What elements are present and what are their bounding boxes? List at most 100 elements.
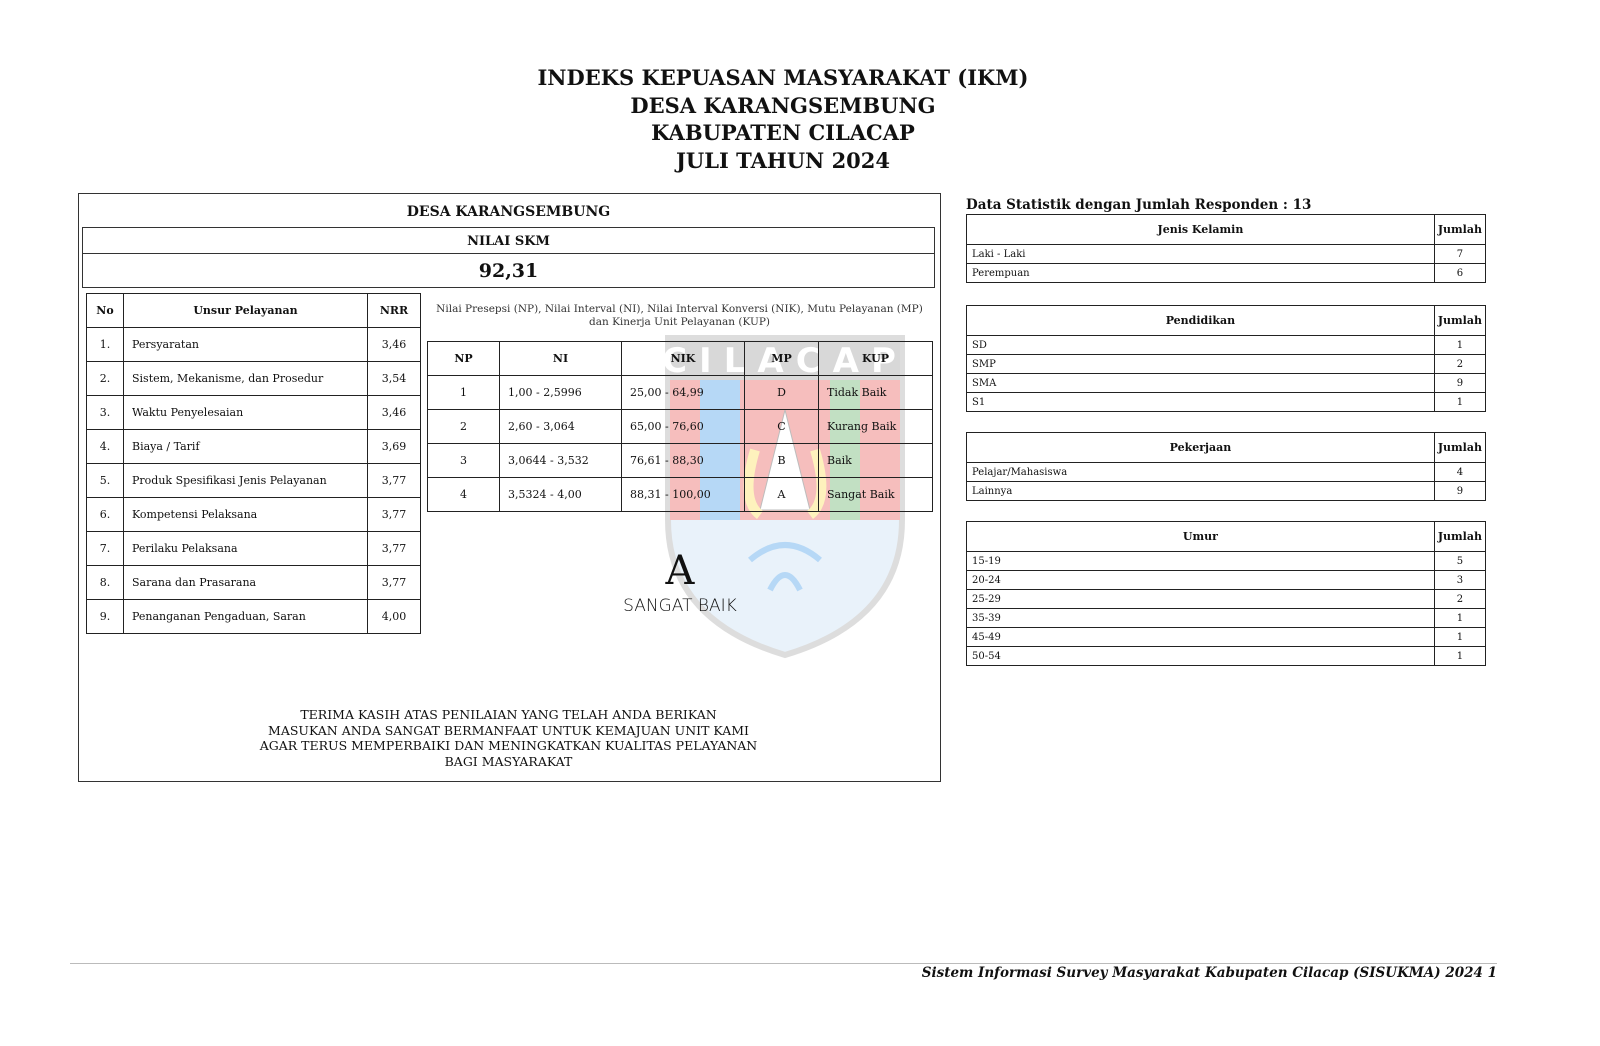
title-line: INDEKS KEPUASAN MASYARAKAT (IKM) (537, 65, 1029, 90)
table-row: 35-39 1 (966, 608, 1487, 628)
title-line: JULI TAHUN 2024 (675, 147, 891, 173)
skm-value: 92,31 (82, 253, 935, 288)
table-row: 50-54 1 (966, 646, 1487, 666)
count-cell: 1 (1433, 627, 1487, 647)
count-cell: 2 (1433, 589, 1487, 609)
col-header: No (86, 293, 124, 328)
row-number: 2. (86, 361, 124, 396)
table-row: S1 1 (966, 392, 1487, 412)
note-line: MASUKAN ANDA SANGAT BERMANFAAT UNTUK KEM… (268, 722, 749, 738)
mp-cell: B (744, 443, 819, 478)
service-element: Waktu Penyelesaian (123, 395, 368, 430)
np-cell: 3 (427, 443, 500, 478)
skm-label: NILAI SKM (82, 227, 935, 254)
table-row: 2 2,60 - 3,064 65,00 - 76,60 C Kurang Baik (427, 409, 933, 444)
stats-table-umur: Umur Jumlah 15-19 5 20-24 3 25-29 2 35-39 1 45-49 1… (966, 521, 1487, 666)
category-cell: 45-49 (966, 627, 1435, 647)
stats-title: Data Statistik dengan Jumlah Responden :… (966, 197, 1312, 213)
kup-cell: Tidak Baik (818, 375, 933, 410)
table-row: Pelajar/Mahasiswa 4 (966, 462, 1487, 482)
category-cell: SD (966, 335, 1435, 355)
nik-cell: 25,00 - 64,99 (621, 375, 745, 410)
table-row: 3 3,0644 - 3,532 76,61 - 88,30 B Baik (427, 443, 933, 478)
report-title: INDEKS KEPUASAN MASYARAKAT (IKM) DESA KA… (0, 64, 1566, 174)
note-line: TERIMA KASIH ATAS PENILAIAN YANG TELAH A… (300, 707, 717, 722)
table-row: 2. Sistem, Mekanisme, dan Prosedur 3,54 (86, 361, 421, 396)
caption-line: dan Kinerja Unit Pelayanan (KUP) (589, 316, 770, 328)
nrr-value: 3,46 (367, 395, 421, 430)
col-header: NIK (621, 341, 745, 376)
table-row: 1. Persyaratan 3,46 (86, 327, 421, 362)
ni-cell: 3,0644 - 3,532 (499, 443, 622, 478)
ni-cell: 1,00 - 2,5996 (499, 375, 622, 410)
legend-caption: Nilai Presepsi (NP), Nilai Interval (NI)… (427, 303, 932, 329)
table-row: 6. Kompetensi Pelaksana 3,77 (86, 497, 421, 532)
count-cell: 3 (1433, 570, 1487, 590)
col-header: NI (499, 341, 622, 376)
mp-cell: D (744, 375, 819, 410)
row-number: 4. (86, 429, 124, 464)
category-cell: 50-54 (966, 646, 1435, 666)
row-number: 6. (86, 497, 124, 532)
category-header: Pekerjaan (966, 432, 1435, 463)
quality-scale-table: NP NI NIK MP KUP 1 1,00 - 2,5996 25,00 - 6… (427, 341, 933, 512)
table-row: Laki - Laki 7 (966, 244, 1487, 264)
caption-line: Nilai Presepsi (NP), Nilai Interval (NI)… (436, 303, 923, 315)
table-row: SD 1 (966, 335, 1487, 355)
ni-cell: 2,60 - 3,064 (499, 409, 622, 444)
count-cell: 7 (1433, 244, 1487, 264)
count-cell: 1 (1433, 608, 1487, 628)
count-cell: 1 (1433, 646, 1487, 666)
nik-cell: 65,00 - 76,60 (621, 409, 745, 444)
service-element: Sistem, Mekanisme, dan Prosedur (123, 361, 368, 396)
nik-cell: 88,31 - 100,00 (621, 477, 745, 512)
col-header: KUP (818, 341, 933, 376)
table-row: Perempuan 6 (966, 263, 1487, 283)
category-cell: S1 (966, 392, 1435, 412)
row-number: 9. (86, 599, 124, 634)
service-element: Penanganan Pengaduan, Saran (123, 599, 368, 634)
footer: Sistem Informasi Survey Masyarakat Kabup… (922, 965, 1497, 981)
category-cell: Pelajar/Mahasiswa (966, 462, 1435, 482)
row-number: 3. (86, 395, 124, 430)
title-line: KABUPATEN CILACAP (651, 120, 915, 145)
category-cell: Laki - Laki (966, 244, 1435, 264)
count-header: Jumlah (1433, 432, 1487, 463)
count-cell: 2 (1433, 354, 1487, 374)
table-row: 4 3,5324 - 4,00 88,31 - 100,00 A Sangat Baik (427, 477, 933, 512)
table-row: 9. Penanganan Pengaduan, Saran 4,00 (86, 599, 421, 634)
mp-cell: A (744, 477, 819, 512)
table-row: 15-19 5 (966, 551, 1487, 571)
nrr-value: 3,77 (367, 531, 421, 566)
category-cell: 15-19 (966, 551, 1435, 571)
nrr-value: 3,77 (367, 463, 421, 498)
row-number: 5. (86, 463, 124, 498)
table-row: 20-24 3 (966, 570, 1487, 590)
count-header: Jumlah (1433, 305, 1487, 336)
service-element: Sarana dan Prasarana (123, 565, 368, 600)
unsur-table: No Unsur Pelayanan NRR 1. Persyaratan 3,46… (86, 293, 421, 634)
count-header: Jumlah (1433, 214, 1487, 245)
stats-table-pekerjaan: Pekerjaan Jumlah Pelajar/Mahasiswa 4 Lainnya… (966, 432, 1487, 501)
skm-summary-box (78, 193, 941, 782)
category-header: Umur (966, 521, 1435, 552)
np-cell: 1 (427, 375, 500, 410)
table-row: 7. Perilaku Pelaksana 3,77 (86, 531, 421, 566)
category-header: Jenis Kelamin (966, 214, 1435, 245)
table-row: 25-29 2 (966, 589, 1487, 609)
row-number: 1. (86, 327, 124, 362)
stats-table-pendidikan: Pendidikan Jumlah SD 1 SMP 2 SMA 9 S1 1 (966, 305, 1487, 412)
title-line: DESA KARANGSEMBUNG (630, 92, 936, 118)
thank-you-note: TERIMA KASIH ATAS PENILAIAN YANG TELAH A… (78, 707, 939, 769)
category-cell: Perempuan (966, 263, 1435, 283)
np-cell: 2 (427, 409, 500, 444)
note-line: AGAR TERUS MEMPERBAIKI DAN MENINGKATKAN … (259, 738, 758, 753)
service-element: Produk Spesifikasi Jenis Pelayanan (123, 463, 368, 498)
nrr-value: 3,77 (367, 565, 421, 600)
nrr-value: 4,00 (367, 599, 421, 634)
service-element: Perilaku Pelaksana (123, 531, 368, 566)
nik-cell: 76,61 - 88,30 (621, 443, 745, 478)
nrr-value: 3,69 (367, 429, 421, 464)
table-row: 1 1,00 - 2,5996 25,00 - 64,99 D Tidak Baik (427, 375, 933, 410)
